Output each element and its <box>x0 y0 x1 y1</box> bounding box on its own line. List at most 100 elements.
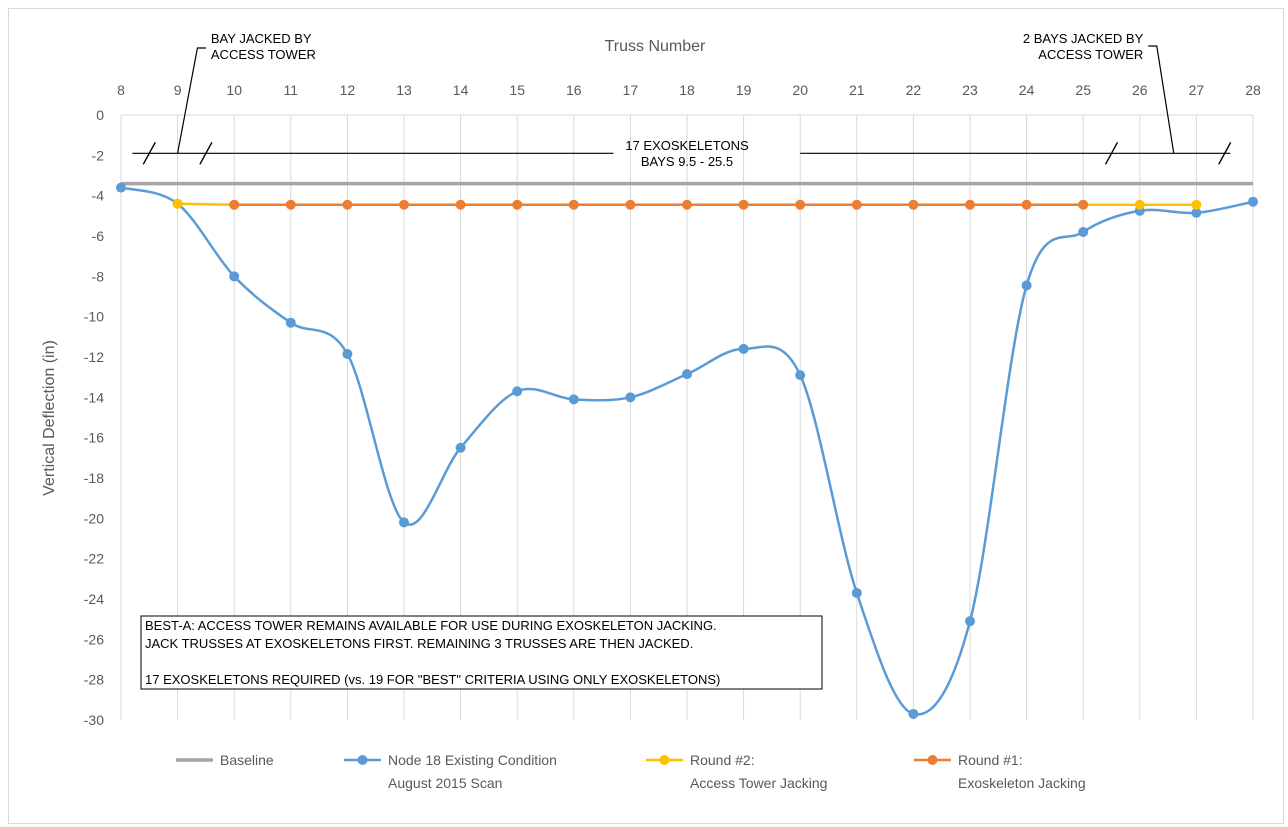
data-point <box>1191 199 1202 210</box>
data-point <box>229 271 240 282</box>
data-point <box>738 199 749 210</box>
series-layer <box>116 181 1258 719</box>
data-point <box>1191 207 1202 218</box>
data-point <box>1021 280 1032 291</box>
y-tick-label: -22 <box>84 551 104 567</box>
legend-marker <box>659 755 670 765</box>
x-tick-label: 20 <box>792 82 808 98</box>
x-tick-label: 28 <box>1245 82 1261 98</box>
y-tick-label: -8 <box>92 268 105 284</box>
legend-label: Round #1: <box>958 752 1023 768</box>
series-line <box>120 186 1254 716</box>
data-point <box>399 517 409 528</box>
data-point <box>682 369 692 380</box>
note-box-frame <box>140 615 823 690</box>
right-callout-text: 2 BAYS JACKED BY <box>1023 31 1144 46</box>
data-point <box>512 199 523 210</box>
x-axis-title: Truss Number <box>605 38 706 55</box>
legend-label: Access Tower Jacking <box>690 775 827 791</box>
y-tick-label: -20 <box>84 510 104 526</box>
right-callout-text: ACCESS TOWER <box>1038 47 1143 62</box>
data-point <box>908 199 919 210</box>
data-point <box>625 199 636 210</box>
data-point <box>455 442 466 453</box>
data-point <box>965 199 975 210</box>
y-tick-label: -30 <box>84 712 104 728</box>
x-tick-label: 9 <box>174 82 182 98</box>
legend-marker <box>927 755 938 765</box>
x-tick-label: 16 <box>566 82 582 98</box>
data-point <box>851 199 862 210</box>
data-point <box>285 317 296 328</box>
y-tick-label: -10 <box>84 309 104 325</box>
data-point <box>625 392 636 403</box>
y-tick-label: -18 <box>84 470 104 486</box>
data-point <box>682 199 692 210</box>
note-line: 17 EXOSKELETONS REQUIRED (vs. 19 FOR "BE… <box>145 672 720 687</box>
x-tick-label: 18 <box>679 82 695 98</box>
x-tick-label: 23 <box>962 82 978 98</box>
y-tick-label: -28 <box>84 672 104 688</box>
y-tick-label: -6 <box>92 228 105 244</box>
data-point <box>285 199 296 210</box>
legend-label: August 2015 Scan <box>388 775 502 791</box>
data-point <box>1248 196 1258 207</box>
x-tick-label: 14 <box>453 82 469 98</box>
legend-marker <box>357 755 368 765</box>
span-tick-mark <box>1218 141 1232 165</box>
data-point <box>172 198 183 209</box>
data-point <box>1078 199 1089 210</box>
data-point <box>1021 199 1032 210</box>
series-1 <box>116 182 1258 719</box>
data-point <box>399 199 409 210</box>
span-label: 17 EXOSKELETONS <box>625 138 749 153</box>
data-point <box>342 348 353 359</box>
data-point <box>568 199 579 210</box>
span-tick-mark <box>142 141 156 165</box>
data-point <box>1134 199 1145 210</box>
y-tick-label: -4 <box>92 188 105 204</box>
span-tick-mark <box>1104 141 1119 165</box>
y-axis-title: Vertical Deflection (in) <box>41 340 58 496</box>
data-point <box>851 587 862 598</box>
left-callout-text: BAY JACKED BY <box>211 31 312 46</box>
x-tick-label: 27 <box>1189 82 1205 98</box>
span-label: BAYS 9.5 - 25.5 <box>641 154 733 169</box>
legend-label: Node 18 Existing Condition <box>388 752 557 768</box>
data-point <box>738 343 749 354</box>
series-3 <box>229 199 1089 210</box>
legend: Baseline Node 18 Existing Condition August… <box>176 752 1086 791</box>
data-point <box>455 199 466 210</box>
data-point <box>342 199 353 210</box>
data-point <box>1078 226 1089 237</box>
x-tick-label: 21 <box>849 82 865 98</box>
legend-label: Exoskeleton Jacking <box>958 775 1086 791</box>
legend-label: Round #2: <box>690 752 755 768</box>
left-callout-leader <box>177 47 206 154</box>
x-tick-label: 25 <box>1075 82 1091 98</box>
data-point <box>795 370 806 381</box>
data-point <box>795 199 806 210</box>
x-tick-label: 10 <box>226 82 242 98</box>
span-tick-mark <box>199 141 213 165</box>
x-tick-label: 13 <box>396 82 412 98</box>
x-tick-label: 11 <box>284 82 299 98</box>
x-tick-label: 24 <box>1019 82 1035 98</box>
data-point <box>512 386 523 397</box>
x-tick-label: 22 <box>906 82 922 98</box>
y-tick-label: -24 <box>84 591 104 607</box>
x-tick-label: 15 <box>509 82 525 98</box>
y-tick-label: 0 <box>96 107 104 123</box>
right-callout-leader <box>1148 45 1175 154</box>
y-tick-label: -2 <box>92 147 105 163</box>
data-point <box>965 616 975 627</box>
left-callout-text: ACCESS TOWER <box>211 47 316 62</box>
note-line: JACK TRUSSES AT EXOSKELETONS FIRST. REMA… <box>145 636 693 651</box>
y-tick-label: -16 <box>84 430 104 446</box>
y-tick-label: -26 <box>84 631 104 647</box>
note-line: BEST-A: ACCESS TOWER REMAINS AVAILABLE F… <box>145 618 717 633</box>
y-tick-label: -12 <box>84 349 104 365</box>
legend-label: Baseline <box>220 752 274 768</box>
